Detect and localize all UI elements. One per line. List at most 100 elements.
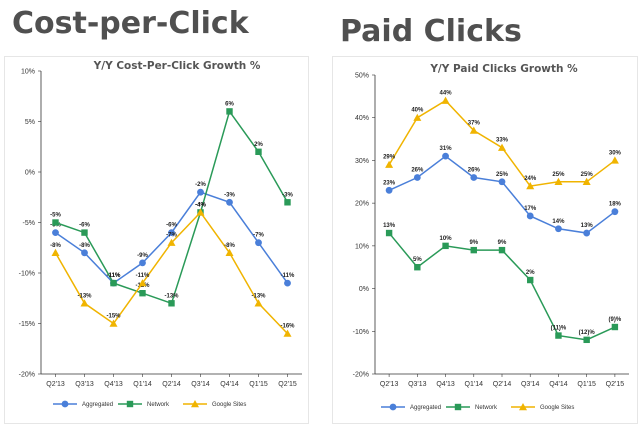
data-label: 2% xyxy=(254,142,263,148)
data-label: 5% xyxy=(413,257,422,263)
x-tick-label: Q1'15 xyxy=(577,381,596,388)
x-tick-label: Q2'14 xyxy=(493,381,512,388)
data-point xyxy=(385,160,394,168)
series-line xyxy=(55,109,289,305)
data-point xyxy=(284,199,291,206)
data-point xyxy=(80,299,89,307)
data-label: -13% xyxy=(77,293,92,299)
data-point xyxy=(498,178,506,186)
series-google-sites: 29% 40% 44% 37% 33% 24% 25% 25% 30% xyxy=(383,91,622,190)
data-label: 6% xyxy=(225,101,234,107)
data-label: -8% xyxy=(79,243,90,249)
data-point xyxy=(413,174,421,181)
y-tick-label: -15% xyxy=(19,321,35,328)
series-network: 13% 5% 10% 9% 9% 2% (11)% (12)% (9)% xyxy=(383,223,622,344)
data-label: 9% xyxy=(469,240,478,246)
data-point xyxy=(441,96,450,104)
x-tick-label: Q4'14 xyxy=(549,381,568,388)
data-point xyxy=(81,229,88,236)
cpc-heading: Cost-per-Click xyxy=(12,6,249,41)
chart-title: Y/Y Cost-Per-Click Growth % xyxy=(93,60,261,72)
data-label: -13% xyxy=(164,293,179,299)
data-label: 17% xyxy=(524,206,537,212)
data-label: 33% xyxy=(496,138,509,144)
legend-label: Google Sites xyxy=(212,402,246,408)
data-point xyxy=(498,143,506,151)
x-tick-label: Q3'14 xyxy=(521,381,540,388)
data-label: 13% xyxy=(383,223,396,229)
data-point xyxy=(254,299,263,307)
data-point xyxy=(255,239,262,247)
data-point xyxy=(414,264,421,271)
data-point xyxy=(138,279,147,287)
y-tick-label: -20% xyxy=(353,372,369,379)
data-label: -9% xyxy=(137,253,148,259)
data-label: 31% xyxy=(440,146,453,152)
data-label: 9% xyxy=(498,240,507,246)
x-tick-label: Q2'13 xyxy=(380,381,399,388)
data-point xyxy=(255,148,262,155)
legend-item: Network xyxy=(118,400,170,408)
data-point xyxy=(139,290,146,297)
data-point xyxy=(226,108,233,115)
x-tick-label: Q1'15 xyxy=(249,381,268,388)
legend-item: Google Sites xyxy=(183,400,246,408)
legend-label: Google Sites xyxy=(540,405,574,411)
data-point xyxy=(582,177,591,185)
data-label: -11% xyxy=(107,273,121,279)
data-point xyxy=(611,323,619,331)
data-label: (12)% xyxy=(579,330,596,336)
data-point xyxy=(197,188,204,196)
data-point xyxy=(168,300,175,307)
data-label: 24% xyxy=(524,176,537,182)
legend-label: Aggregated xyxy=(82,402,113,408)
data-label: 10% xyxy=(440,236,453,242)
x-tick-label: Q4'14 xyxy=(220,381,239,388)
legend-label: Network xyxy=(475,405,498,411)
data-point xyxy=(167,238,176,246)
x-tick-label: Q4'13 xyxy=(436,381,455,388)
data-label: -4% xyxy=(195,202,206,208)
data-point xyxy=(284,279,291,287)
data-point xyxy=(385,186,393,194)
y-tick-label: 40% xyxy=(355,115,369,122)
data-label: 26% xyxy=(411,168,424,174)
x-tick-label: Q3'13 xyxy=(408,381,427,388)
legend-label: Network xyxy=(147,402,170,408)
data-label: -7% xyxy=(253,233,264,239)
data-point xyxy=(226,198,233,206)
data-label: -13% xyxy=(251,293,266,299)
data-point xyxy=(583,229,591,237)
legend-marker xyxy=(61,400,69,408)
data-point xyxy=(413,113,422,121)
legend-marker xyxy=(519,403,527,411)
data-point xyxy=(109,319,118,327)
x-tick-label: Q2'14 xyxy=(162,381,181,388)
y-tick-label: 10% xyxy=(355,243,369,250)
y-tick-label: 0% xyxy=(25,170,35,177)
data-label: (9)% xyxy=(609,317,622,323)
data-label: 2% xyxy=(526,270,535,276)
data-point xyxy=(110,279,117,287)
data-label: 40% xyxy=(411,108,424,114)
data-label: 25% xyxy=(552,172,565,178)
data-point xyxy=(583,336,590,344)
data-point xyxy=(554,177,563,185)
data-label: -3% xyxy=(224,192,235,198)
x-tick-label: Q4'13 xyxy=(104,381,123,388)
data-point xyxy=(442,242,449,250)
data-label: -11% xyxy=(281,273,295,279)
legend-marker xyxy=(389,403,397,411)
data-point xyxy=(526,182,535,190)
y-tick-label: 10% xyxy=(21,69,35,76)
data-point xyxy=(385,229,393,237)
data-label: -3% xyxy=(282,192,293,198)
data-point xyxy=(225,248,234,256)
legend-item: Aggregated xyxy=(381,403,441,411)
legend-item: Network xyxy=(446,403,498,411)
data-label: 30% xyxy=(609,150,622,156)
data-point xyxy=(555,332,562,339)
y-tick-label: 0% xyxy=(359,286,369,293)
x-tick-label: Q3'14 xyxy=(191,381,210,388)
data-point xyxy=(283,329,292,337)
